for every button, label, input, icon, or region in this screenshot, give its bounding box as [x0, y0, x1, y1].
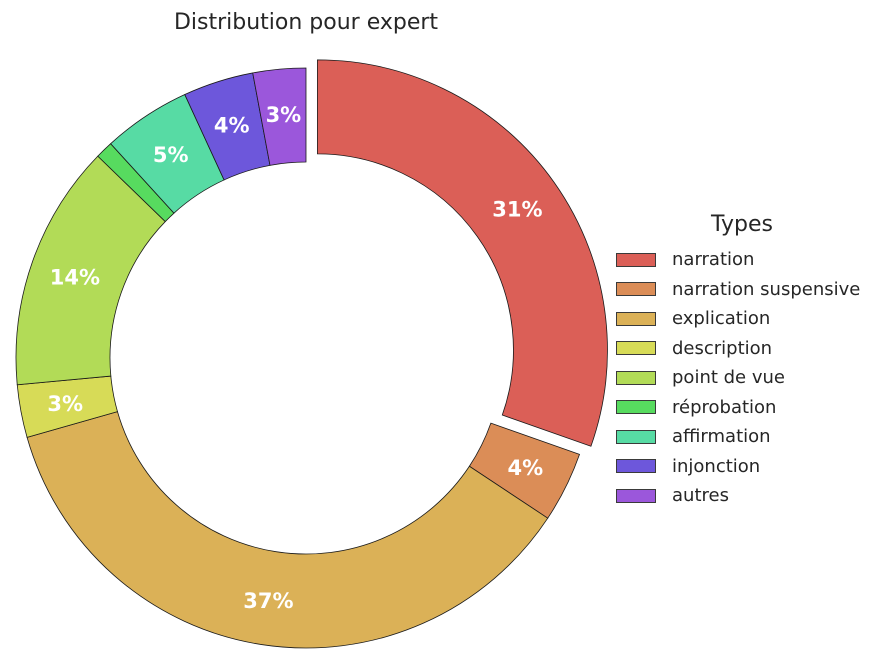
legend-item: affirmation — [612, 422, 882, 452]
legend-label: narration — [672, 249, 755, 271]
legend-item: narration suspensive — [612, 275, 882, 305]
legend-label: affirmation — [672, 426, 771, 448]
slice-autres — [252, 67, 307, 166]
slice-value-label: 31% — [492, 197, 542, 221]
legend-label: description — [672, 337, 773, 359]
slice-value-label: 37% — [243, 589, 293, 613]
legend-item: point de vue — [612, 363, 882, 393]
slice-value-label: 3% — [47, 392, 83, 416]
legend-swatch — [616, 429, 656, 444]
legend: Types narration narration suspensive expli… — [612, 212, 882, 511]
legend-swatch — [616, 282, 656, 297]
legend-item: injonction — [612, 452, 882, 482]
slice-value-label: 14% — [50, 266, 100, 290]
legend-item: description — [612, 334, 882, 364]
legend-label: autres — [672, 485, 729, 507]
legend-item: réprobation — [612, 393, 882, 423]
legend-item: narration — [612, 245, 882, 275]
slice-explication — [26, 411, 549, 649]
slice-value-label: 4% — [214, 114, 250, 138]
legend-label: injonction — [672, 455, 761, 477]
legend-swatch — [616, 488, 656, 503]
legend-label: explication — [672, 308, 771, 330]
slice-narration — [317, 59, 608, 447]
legend-label: narration suspensive — [672, 278, 861, 300]
slice-value-label: 4% — [507, 456, 543, 480]
legend-swatch — [616, 400, 656, 415]
legend-item: autres — [612, 481, 882, 511]
slice-value-label: 3% — [266, 103, 302, 127]
legend-label: point de vue — [672, 367, 785, 389]
legend-swatch — [616, 311, 656, 326]
legend-label: réprobation — [672, 396, 777, 418]
legend-item: explication — [612, 304, 882, 334]
legend-swatch — [616, 370, 656, 385]
legend-swatch — [616, 459, 656, 474]
slice-value-label: 5% — [153, 143, 189, 167]
chart-title: Distribution pour expert — [173, 10, 439, 35]
legend-swatch — [616, 341, 656, 356]
legend-title: Types — [711, 212, 773, 237]
legend-swatch — [616, 252, 656, 267]
